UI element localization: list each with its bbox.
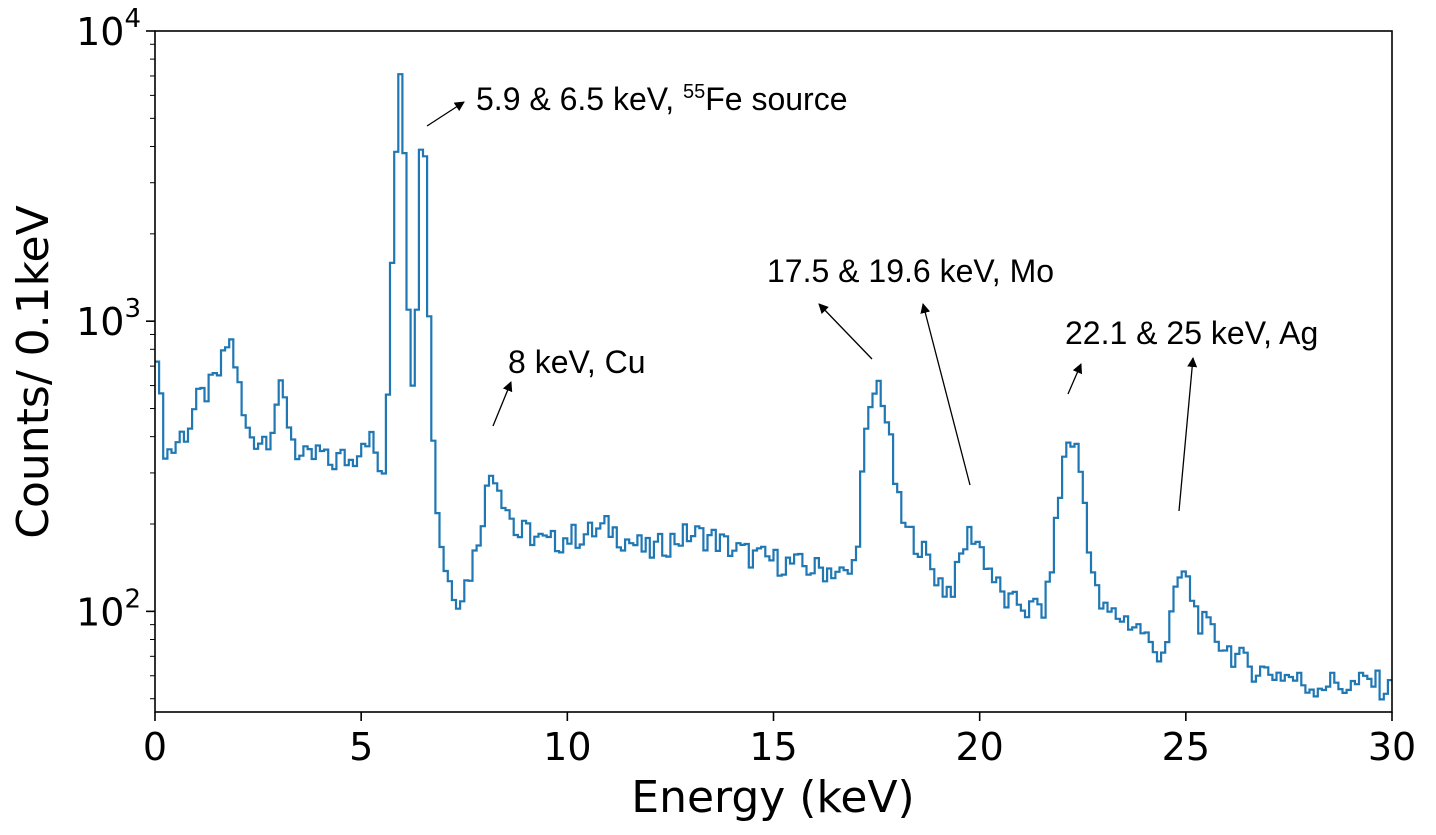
- annotation-mo: 17.5 & 19.6 keV, Mo: [767, 253, 1054, 486]
- y-tick-label: 102: [76, 584, 141, 634]
- series-line-spectrum: [155, 73, 1392, 701]
- x-tick-label: 5: [349, 725, 373, 769]
- plot-frame: [154, 30, 1393, 713]
- annotation-fe-superscript: 55: [683, 81, 705, 103]
- annotation-cu-label: 8 keV, Cu: [508, 344, 646, 380]
- annotation-cu: 8 keV, Cu: [492, 344, 646, 427]
- annotation-fe-text: 5.9 & 6.5 keV,: [476, 81, 683, 117]
- annotation-fe-source: 5.9 & 6.5 keV, 55Fe source: [426, 81, 848, 127]
- x-axis-label: Energy (keV): [631, 772, 914, 823]
- x-tick-label: 10: [543, 725, 591, 769]
- annotation-ag-arrow-1: [1067, 363, 1083, 395]
- plot-area: [155, 73, 1392, 701]
- annotation-fe-arrow: [426, 101, 465, 127]
- x-tick-label: 30: [1368, 725, 1416, 769]
- annotation-mo-arrow-1: [818, 303, 873, 360]
- x-tick-label: 0: [143, 725, 167, 769]
- annotation-fe-text-after: Fe source: [705, 81, 847, 117]
- annotation-fe-label: 5.9 & 6.5 keV, 55Fe source: [476, 81, 848, 117]
- annotation-ag-arrow-2: [1178, 357, 1198, 512]
- annotation-mo-arrow-2: [920, 303, 971, 486]
- x-axis-ticks: 0 5 10 15 20 25 30: [143, 712, 1416, 769]
- y-tick-label: 103: [76, 294, 141, 344]
- y-axis-ticks: 102 103 104: [76, 4, 155, 700]
- x-tick-label: 15: [749, 725, 797, 769]
- y-tick-label: 104: [76, 4, 141, 54]
- annotation-cu-arrow: [492, 381, 513, 427]
- x-tick-label: 20: [955, 725, 1003, 769]
- annotation-ag-label: 22.1 & 25 keV, Ag: [1065, 315, 1318, 351]
- y-axis-label: Counts/ 0.1keV: [8, 205, 59, 538]
- annotation-ag: 22.1 & 25 keV, Ag: [1065, 315, 1318, 512]
- annotation-mo-label: 17.5 & 19.6 keV, Mo: [767, 253, 1054, 289]
- x-tick-label: 25: [1162, 725, 1210, 769]
